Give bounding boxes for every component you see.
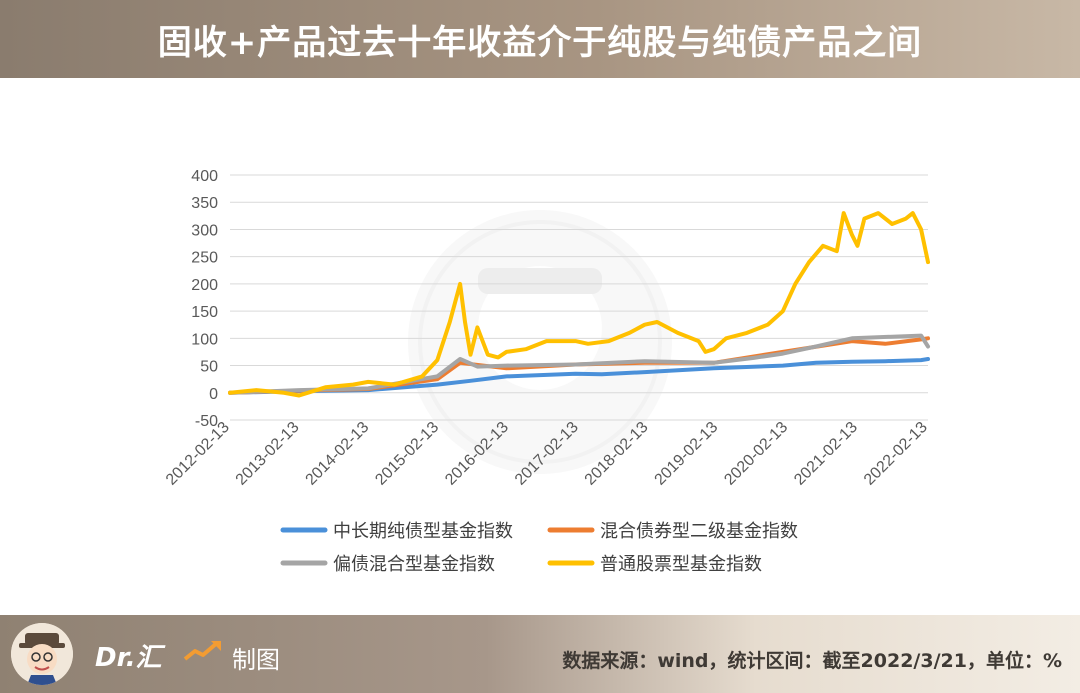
x-tick-label: 2015-02-13 (372, 419, 442, 489)
x-tick-label: 2020-02-13 (721, 419, 791, 489)
y-tick-label: 150 (191, 304, 218, 321)
y-tick-label: 100 (191, 331, 218, 348)
legend-label: 混合债券型二级基金指数 (600, 521, 798, 542)
legend-label: 偏债混合型基金指数 (333, 554, 495, 575)
data-source-note: 数据来源：wind，统计区间：截至2022/3/21，单位：% (562, 650, 1062, 672)
y-tick-label: 0 (209, 386, 218, 403)
y-tick-label: 250 (191, 250, 218, 267)
y-tick-label: 350 (191, 195, 218, 212)
trend-up-icon (183, 641, 221, 661)
x-tick-label: 2013-02-13 (233, 419, 303, 489)
y-tick-label: 400 (191, 168, 218, 185)
x-tick-label: 2022-02-13 (861, 419, 931, 489)
chart-area: 400 350 300 250 200 150 100 50 0 -50 2012-02-13 20… (0, 78, 1080, 615)
y-tick-label: -50 (195, 413, 218, 430)
y-tick-label: 200 (191, 277, 218, 294)
series-line (228, 357, 930, 395)
x-tick-label: 2014-02-13 (303, 419, 373, 489)
x-tick-label: 2021-02-13 (791, 419, 861, 489)
doctor-avatar-icon (11, 623, 73, 685)
footer-bar: Dr.汇 制图 数据来源：wind，统计区间：截至2022/3/21，单位：% (0, 615, 1080, 693)
title-bar: 固收+产品过去十年收益介于纯股与纯债产品之间 (0, 0, 1080, 78)
made-by-label: 制图 (232, 646, 280, 674)
x-tick-label: 2019-02-13 (652, 419, 722, 489)
series-line (228, 211, 930, 398)
page-title: 固收+产品过去十年收益介于纯股与纯债产品之间 (157, 22, 923, 63)
brand-name: Dr.汇 (95, 643, 162, 673)
avatar (11, 623, 73, 685)
y-tick-label: 50 (200, 359, 218, 376)
legend-label: 中长期纯债型基金指数 (333, 521, 513, 542)
legend-label: 普通股票型基金指数 (600, 554, 762, 575)
y-tick-label: 300 (191, 222, 218, 239)
